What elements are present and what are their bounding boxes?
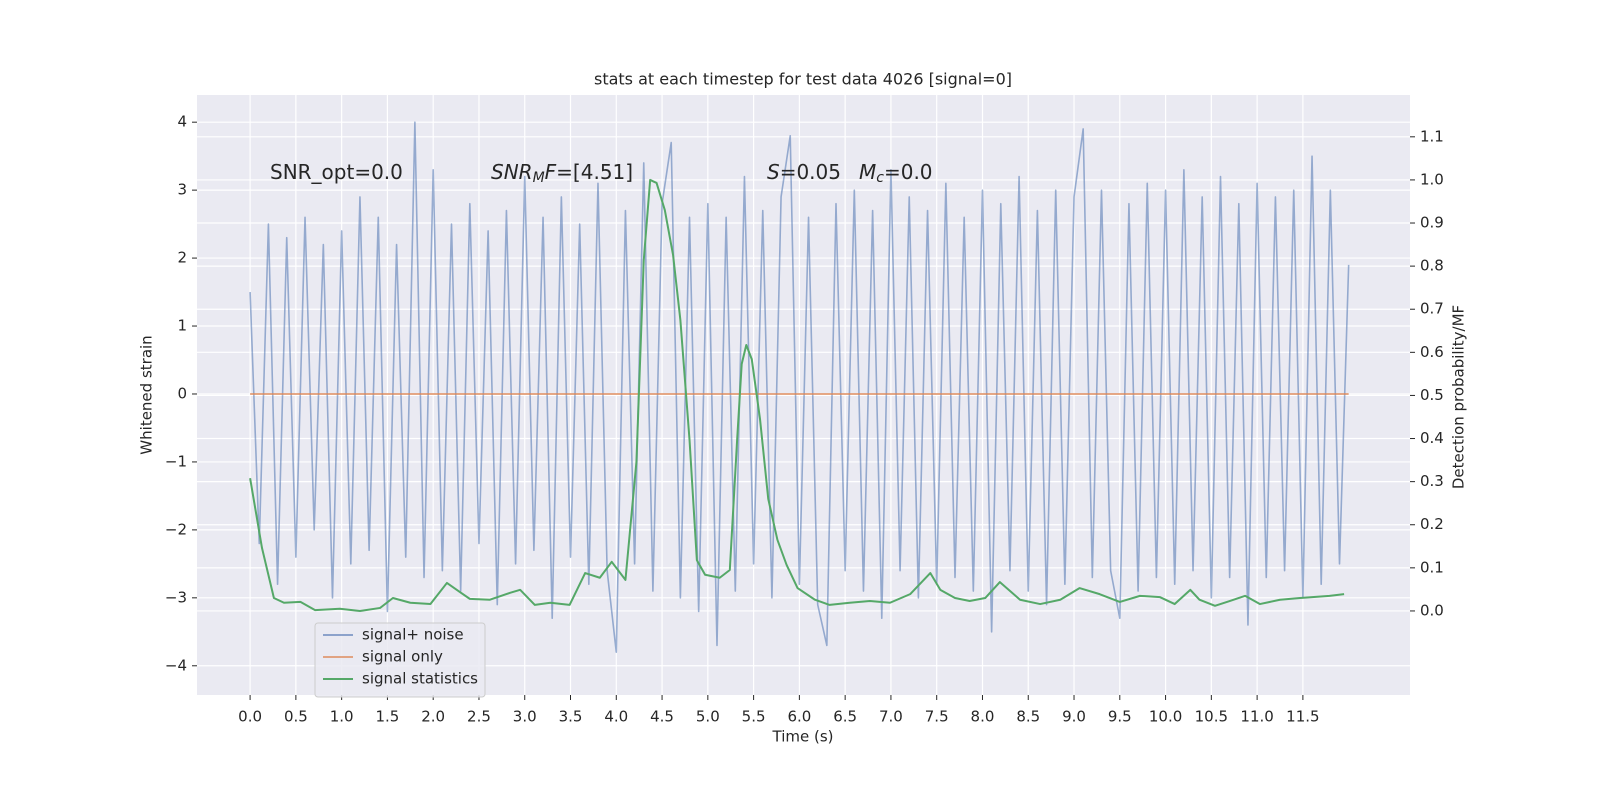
x-tick-label: 0.0 (238, 708, 262, 726)
y-tick-label: −1 (165, 452, 187, 470)
y-tick-label: −3 (165, 588, 187, 606)
y2-tick-label: 0.3 (1420, 472, 1444, 490)
x-tick-label: 8.5 (1016, 708, 1040, 726)
y2-tick-label: 1.0 (1420, 170, 1444, 188)
y-axis-label: Whitened strain (138, 335, 156, 454)
x-tick-label: 7.0 (879, 708, 903, 726)
x-tick-label: 11.0 (1240, 708, 1273, 726)
y-tick-label: 3 (177, 181, 187, 199)
annotation-part: SNR (491, 160, 533, 184)
y2-tick-label: 0.7 (1420, 300, 1444, 318)
labels: 0.0 0.5 1.0 1.5 2.0 2.5 3.0 3.5 4.0 4.5 5.0 5.5 6.0 6… (165, 113, 1444, 726)
x-tick-label: 1.5 (375, 708, 399, 726)
legend: signal+ noise signal only signal statistic… (314, 622, 486, 698)
x-tick-label: 7.5 (925, 708, 949, 726)
x-tick-label: 11.5 (1286, 708, 1319, 726)
annotation-part: F (545, 160, 557, 184)
y2-tick-label: 0.1 (1420, 558, 1444, 576)
x-tick-label: 4.5 (650, 708, 674, 726)
legend-box (314, 622, 486, 698)
annotation: SNRMF=[4.51] (491, 160, 633, 187)
y2-tick-label: 0.8 (1420, 257, 1444, 275)
y-tick-label: 1 (177, 317, 187, 335)
x-tick-label: 2.5 (467, 708, 491, 726)
annotation-part: =0.05 (780, 160, 841, 184)
legend-label: signal statistics (362, 670, 478, 688)
annotation-part: c (876, 170, 884, 186)
x-tick-label: 4.0 (604, 708, 628, 726)
x-tick-label: 8.0 (971, 708, 995, 726)
annotation-part: S (767, 160, 780, 184)
y2-tick-label: 0.0 (1420, 601, 1444, 619)
x-tick-label: 5.5 (742, 708, 766, 726)
x-tick-label: 1.0 (330, 708, 354, 726)
annotation: SNR_opt=0.0 (270, 160, 403, 184)
annotation-part: M (859, 160, 876, 184)
x-tick-label: 10.5 (1195, 708, 1228, 726)
y-tick-label: 0 (177, 384, 187, 402)
x-tick-label: 10.0 (1149, 708, 1182, 726)
y-tick-label: 2 (177, 249, 187, 267)
y-tick-label: −2 (165, 520, 187, 538)
y2-tick-label: 0.9 (1420, 214, 1444, 232)
y-tick-label: 4 (177, 113, 187, 131)
annotation: S=0.05 (767, 160, 841, 184)
x-tick-label: 5.0 (696, 708, 720, 726)
x-tick-label: 2.0 (421, 708, 445, 726)
y2-tick-label: 0.5 (1420, 386, 1444, 404)
x-tick-label: 9.5 (1108, 708, 1132, 726)
legend-label: signal+ noise (362, 626, 464, 644)
annotation: Mc=0.0 (859, 160, 933, 187)
x-tick-label: 6.0 (787, 708, 811, 726)
y-tick-label: −4 (165, 656, 187, 674)
x-tick-label: 3.5 (559, 708, 583, 726)
x-tick-label: 6.5 (833, 708, 857, 726)
y2-tick-label: 0.2 (1420, 515, 1444, 533)
annotation-part: M (533, 170, 545, 186)
x-tick-label: 3.0 (513, 708, 537, 726)
chart-title: stats at each timestep for test data 402… (594, 70, 1012, 89)
series-line (249, 121, 1350, 653)
y2-axis-label: Detection probability/MF (1450, 305, 1468, 489)
annotation-part: =[4.51] (556, 160, 633, 184)
annotation-part: =0.0 (884, 160, 933, 184)
marks (249, 121, 1350, 653)
x-tick-label: 9.0 (1062, 708, 1086, 726)
y2-tick-label: 0.6 (1420, 343, 1444, 361)
y2-tick-label: 0.4 (1420, 429, 1444, 447)
annotation-part: SNR_opt=0.0 (270, 160, 403, 184)
series-line (249, 178, 1345, 612)
x-axis-label: Time (s) (772, 728, 834, 746)
legend-label: signal only (362, 648, 443, 666)
y2-tick-label: 1.1 (1420, 127, 1444, 145)
x-tick-label: 0.5 (284, 708, 308, 726)
